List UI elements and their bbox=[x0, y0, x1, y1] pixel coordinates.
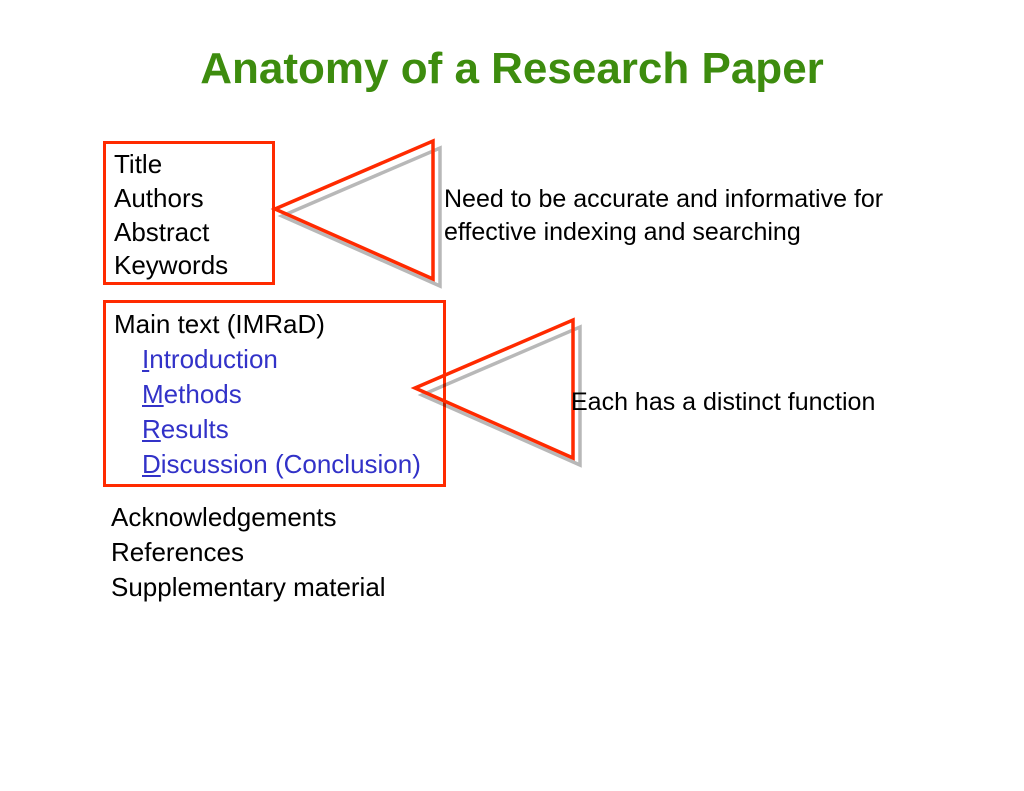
imrad-letter: R bbox=[142, 414, 161, 444]
note-indexing: Need to be accurate and informative for … bbox=[444, 183, 904, 248]
imrad-letter: D bbox=[142, 449, 161, 479]
back-matter-line: Supplementary material bbox=[111, 570, 386, 605]
main-text-heading: Main text (IMRaD) bbox=[114, 307, 433, 342]
imrad-rest: esults bbox=[161, 414, 229, 444]
note-line: Need to be accurate and informative for bbox=[444, 183, 904, 216]
imrad-rest: ntroduction bbox=[149, 344, 278, 374]
note-line: Each has a distinct function bbox=[571, 386, 971, 419]
imrad-item: Results bbox=[142, 412, 433, 447]
front-matter-line: Abstract bbox=[114, 216, 262, 250]
triangle-outline bbox=[275, 141, 433, 279]
imrad-rest: ethods bbox=[164, 379, 242, 409]
front-matter-line: Authors bbox=[114, 182, 262, 216]
imrad-item: Methods bbox=[142, 377, 433, 412]
front-matter-box: Title Authors Abstract Keywords bbox=[103, 141, 275, 285]
triangle-pointer-1 bbox=[255, 131, 455, 311]
imrad-rest: iscussion (Conclusion) bbox=[161, 449, 421, 479]
main-text-box: Main text (IMRaD) Introduction Methods R… bbox=[103, 300, 446, 487]
imrad-letter: M bbox=[142, 379, 164, 409]
front-matter-line: Keywords bbox=[114, 249, 262, 283]
imrad-item: Introduction bbox=[142, 342, 433, 377]
note-line: effective indexing and searching bbox=[444, 216, 904, 249]
triangle-shadow bbox=[282, 148, 440, 286]
front-matter-line: Title bbox=[114, 148, 262, 182]
back-matter: Acknowledgements References Supplementar… bbox=[111, 500, 386, 605]
note-function: Each has a distinct function bbox=[571, 386, 971, 419]
page-title: Anatomy of a Research Paper bbox=[0, 44, 1024, 94]
back-matter-line: Acknowledgements bbox=[111, 500, 386, 535]
imrad-item: Discussion (Conclusion) bbox=[142, 447, 433, 482]
back-matter-line: References bbox=[111, 535, 386, 570]
